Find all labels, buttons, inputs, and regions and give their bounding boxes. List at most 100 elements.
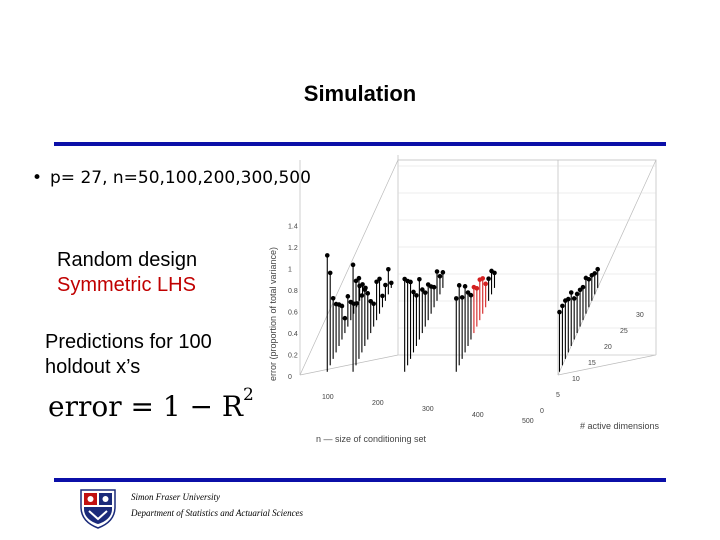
design-random: Random design <box>57 249 198 271</box>
stem-point <box>324 253 330 258</box>
z-tick-label: 0.2 <box>288 353 298 360</box>
d-tick-label: 10 <box>572 376 580 383</box>
stem-point <box>560 303 565 309</box>
stem-point <box>354 301 359 306</box>
stem-point <box>586 277 592 282</box>
footer-text: Simon Fraser University Department of St… <box>131 489 303 521</box>
d-axis-label: # active dimensions <box>580 421 660 431</box>
bullet-item: • p= 27, n=50,100,200,300,500 <box>32 168 311 188</box>
d-ticks: 0 5 10 15 20 25 30 <box>540 312 644 415</box>
slide-title-text: Simulation <box>303 81 417 106</box>
stem-point <box>386 266 391 272</box>
stem-point <box>434 269 440 274</box>
stem-point <box>437 274 443 279</box>
stem-point <box>480 276 486 281</box>
stem-point <box>580 284 586 290</box>
n-tick-label: 500 <box>522 418 534 425</box>
z-tick-label: 0.6 <box>288 310 298 317</box>
stem-point <box>383 282 388 288</box>
stem-point <box>565 296 571 302</box>
stem-point <box>440 270 446 275</box>
footer-rule <box>54 478 666 482</box>
stem-point <box>459 295 465 300</box>
footer-university: Simon Fraser University <box>131 492 220 502</box>
stem-point <box>431 284 437 290</box>
stem-point <box>350 262 356 268</box>
z-axis-label: error (proportion of total variance) <box>268 247 278 381</box>
stem-point <box>330 296 336 301</box>
stem-point <box>356 275 362 281</box>
z-tick-label: 0 <box>288 374 292 381</box>
stem-point <box>342 315 348 321</box>
university-crest-icon <box>80 489 116 529</box>
stem-point <box>492 270 497 276</box>
title-underline <box>54 142 666 146</box>
stem-point <box>568 290 574 295</box>
stem-point <box>371 301 376 307</box>
stem-point <box>592 271 598 276</box>
n-axis-label: n — size of conditioning set <box>316 434 427 444</box>
d-tick-label: 30 <box>636 312 644 319</box>
stem-point <box>360 282 365 287</box>
bullet-text: p= 27, n=50,100,200,300,500 <box>50 168 311 188</box>
d-tick-label: 0 <box>540 408 544 415</box>
stem-point <box>414 293 419 298</box>
stem-point <box>462 284 468 289</box>
stem-point <box>571 296 577 301</box>
n-tick-label: 100 <box>322 394 334 401</box>
stem-point <box>362 287 368 292</box>
predictions-line2: holdout x’s <box>45 356 141 378</box>
stem-point <box>453 296 459 301</box>
stem-point <box>465 290 471 295</box>
stem-point <box>374 279 379 285</box>
predictions-textbox: Predictions for 100 holdout x’s <box>45 330 212 380</box>
d-tick-label: 25 <box>620 328 628 335</box>
z-tick-label: 1.4 <box>288 224 298 231</box>
slide-title: Simulation <box>0 81 720 107</box>
stem-point <box>377 276 382 282</box>
stem-point <box>595 266 600 272</box>
stem-point <box>345 294 351 299</box>
stem-point <box>557 309 562 315</box>
stem-point <box>359 293 365 298</box>
bullet-marker: • <box>32 168 43 188</box>
formula-lhs: error = 1 − R <box>48 390 244 423</box>
stem-point <box>327 270 333 276</box>
stem-point <box>474 286 480 291</box>
stem-point <box>577 287 583 293</box>
formula-exponent: 2 <box>243 384 254 405</box>
z-tick-label: 1 <box>288 267 292 274</box>
error-formula: error = 1 − R2 <box>48 385 254 423</box>
stem-point <box>456 283 462 288</box>
predictions-line1: Predictions for 100 <box>45 331 212 353</box>
stem-point <box>483 281 488 287</box>
stem-point <box>422 290 428 295</box>
z-tick-label: 0.8 <box>288 288 298 295</box>
d-tick-label: 5 <box>556 392 560 399</box>
stem-point <box>486 276 491 282</box>
stem-point <box>365 291 371 296</box>
n-tick-label: 200 <box>372 400 384 407</box>
design-symmetric-lhs: Symmetric LHS <box>57 274 196 296</box>
n-tick-label: 300 <box>422 406 434 413</box>
stem-point <box>353 278 359 284</box>
design-textbox: Random design Symmetric LHS <box>57 248 197 298</box>
footer-department: Department of Statistics and Actuarial S… <box>131 508 304 518</box>
stem-plot-3d: 0 0.2 0.4 0.6 0.8 1 1.2 1.4 100 200 300 400 500 0 5 1… <box>268 155 660 444</box>
plot-grid <box>398 165 656 356</box>
d-tick-label: 15 <box>588 360 596 367</box>
stem-point <box>411 289 416 295</box>
stem-point <box>380 293 385 299</box>
stem-point <box>417 276 422 282</box>
stem-point <box>574 291 580 297</box>
d-tick-label: 20 <box>604 344 612 351</box>
stem-point <box>420 287 425 292</box>
n-tick-label: 400 <box>472 412 484 419</box>
stem-point <box>468 292 474 298</box>
stem-point <box>339 303 345 309</box>
z-tick-label: 0.4 <box>288 331 298 338</box>
z-ticks: 0 0.2 0.4 0.6 0.8 1 1.2 1.4 <box>288 224 298 382</box>
z-tick-label: 1.2 <box>288 245 298 252</box>
stem-point <box>388 280 394 286</box>
n-ticks: 100 200 300 400 500 <box>322 394 534 425</box>
